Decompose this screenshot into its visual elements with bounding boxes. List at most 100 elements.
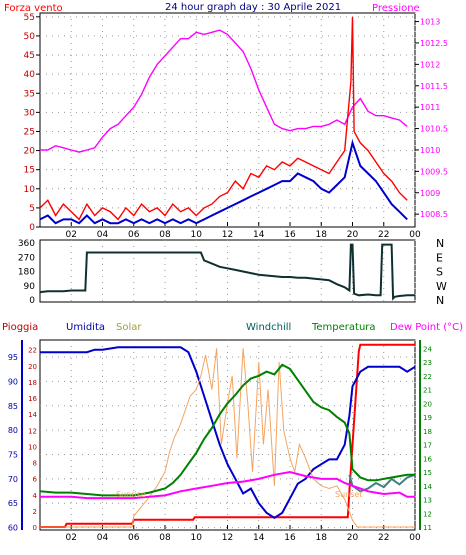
x-tick-label: 08 [159, 533, 171, 543]
compass-tick: S [436, 266, 443, 279]
dew-line [40, 470, 415, 500]
temperature-humidity-chart: Pioggia Umidita Solar Windchill Temperat… [2, 322, 463, 543]
temperature-legend: Temperatura [311, 322, 376, 333]
rain-axis-tick: 12 [28, 427, 37, 435]
temperature-axis-tick: 11 [423, 524, 432, 532]
pressure-axis-tick: 1009 [420, 189, 440, 198]
x-tick-label: 06 [128, 533, 140, 543]
temperature-axis-tick: 12 [423, 510, 432, 518]
x-tick-label: 18 [316, 533, 328, 543]
x-tick-label: 22 [378, 533, 389, 543]
temperature-axis-tick: 20 [423, 400, 432, 408]
rain-axis-tick: 20 [28, 363, 37, 371]
pressure-axis-tick: 1011 [420, 103, 440, 112]
compass-tick: E [436, 251, 443, 264]
temperature-axis-tick: 13 [423, 497, 432, 505]
rain-axis-tick: 6 [33, 476, 38, 484]
x-tick-label: 00 [409, 230, 421, 240]
temperature-axis-tick: 24 [423, 345, 432, 353]
x-tick-label: 04 [97, 230, 109, 240]
wind-axis-tick: 45 [24, 51, 35, 61]
wind-axis-tick: 25 [24, 127, 35, 137]
rain-axis-tick: 4 [33, 492, 38, 500]
rain-axis-tick: 10 [28, 443, 37, 451]
rain-axis-tick: 22 [28, 347, 37, 355]
temperature-axis-tick: 16 [423, 455, 432, 463]
temperature-axis-tick: 21 [423, 387, 432, 395]
wind-line [39, 139, 408, 225]
humidity-axis-tick: 85 [8, 402, 18, 411]
temperature-frame [39, 339, 416, 531]
x-tick-label: 20 [347, 230, 359, 240]
x-tick-label: 02 [66, 230, 77, 240]
temperature-axis-tick: 14 [423, 483, 432, 491]
temperature-axis-tick: 19 [423, 414, 432, 422]
rain-axis-tick: 16 [28, 395, 37, 403]
pressure-axis-title: Pressione [372, 3, 420, 14]
x-tick-label: 10 [191, 533, 203, 543]
compass-tick: N [436, 237, 444, 250]
wind-axis-tick: 20 [24, 147, 36, 157]
pressure-axis-tick: 1010.5 [420, 125, 448, 134]
wind-axis-title: Forza vento [4, 3, 63, 14]
direction-axis-tick: 270 [18, 253, 35, 263]
temperature-axis-tick: 18 [423, 428, 432, 436]
humidity-axis-tick: 60 [8, 524, 18, 533]
wind-pressure-chart: Forza vento 24 hour graph day : 30 April… [4, 2, 448, 240]
humidity-axis-tick: 75 [8, 450, 18, 459]
solar-legend: Solar [116, 322, 142, 333]
x-tick-label: 10 [191, 230, 203, 240]
x-tick-label: 14 [253, 533, 265, 543]
x-tick-label: 16 [284, 533, 296, 543]
humidity-axis-tick: 90 [8, 377, 18, 386]
direction-axis-tick: 360 [18, 239, 35, 249]
wind-axis-tick: 0 [29, 223, 35, 233]
x-tick-label: 20 [347, 533, 359, 543]
rain-axis-tick: 8 [33, 460, 37, 468]
temperature-axis-tick: 17 [423, 442, 432, 450]
pressure-axis-tick: 1013 [420, 18, 440, 27]
wind-axis-tick: 55 [24, 13, 35, 23]
wind-pressure-frame [39, 12, 416, 228]
temperature-axis-tick: 15 [423, 469, 432, 477]
solar-line [40, 348, 415, 528]
temp-line [39, 363, 415, 497]
pressure-axis-tick: 1012 [420, 60, 440, 69]
x-tick-label: 00 [409, 533, 421, 543]
rain-axis-tick: 2 [33, 508, 37, 516]
x-tick-label: 16 [284, 230, 296, 240]
pressure-axis-tick: 1010 [420, 146, 440, 155]
hum-line [40, 346, 416, 519]
pressure-axis-tick: 1011.5 [420, 82, 448, 91]
x-tick-label: 22 [378, 230, 389, 240]
wind-axis-tick: 50 [24, 32, 36, 42]
rain-axis-tick: 18 [28, 379, 37, 387]
rain-axis-tick: 0 [33, 524, 37, 532]
sunset-label: Sunset [335, 490, 362, 499]
chart-title: 24 hour graph day : 30 Aprile 2021 [165, 2, 341, 13]
wind-axis-tick: 15 [24, 166, 35, 176]
compass-tick: W [436, 280, 447, 293]
wind-axis-tick: 30 [24, 108, 36, 118]
humidity-axis-tick: 80 [8, 426, 18, 435]
wc-line [348, 473, 416, 493]
wind-axis-tick: 35 [24, 89, 35, 99]
pressure-axis-tick: 1009.5 [420, 167, 448, 176]
wind-axis-tick: 10 [24, 185, 36, 195]
x-tick-label: 12 [222, 230, 233, 240]
pressure-axis-tick: 1008.5 [420, 210, 448, 219]
temperature-axis-tick: 22 [423, 373, 432, 381]
x-tick-label: 08 [159, 230, 171, 240]
compass-tick: N [436, 294, 444, 307]
humidity-axis-tick: 65 [8, 499, 18, 508]
wind-axis-tick: 40 [24, 70, 36, 80]
humidity-legend: Umidita [66, 322, 105, 333]
rain-legend: Pioggia [2, 322, 38, 333]
x-tick-label: 04 [97, 533, 109, 543]
x-tick-label: 12 [222, 533, 233, 543]
wind-axis-tick: 5 [29, 204, 35, 214]
direction-axis-tick: 90 [24, 282, 36, 292]
